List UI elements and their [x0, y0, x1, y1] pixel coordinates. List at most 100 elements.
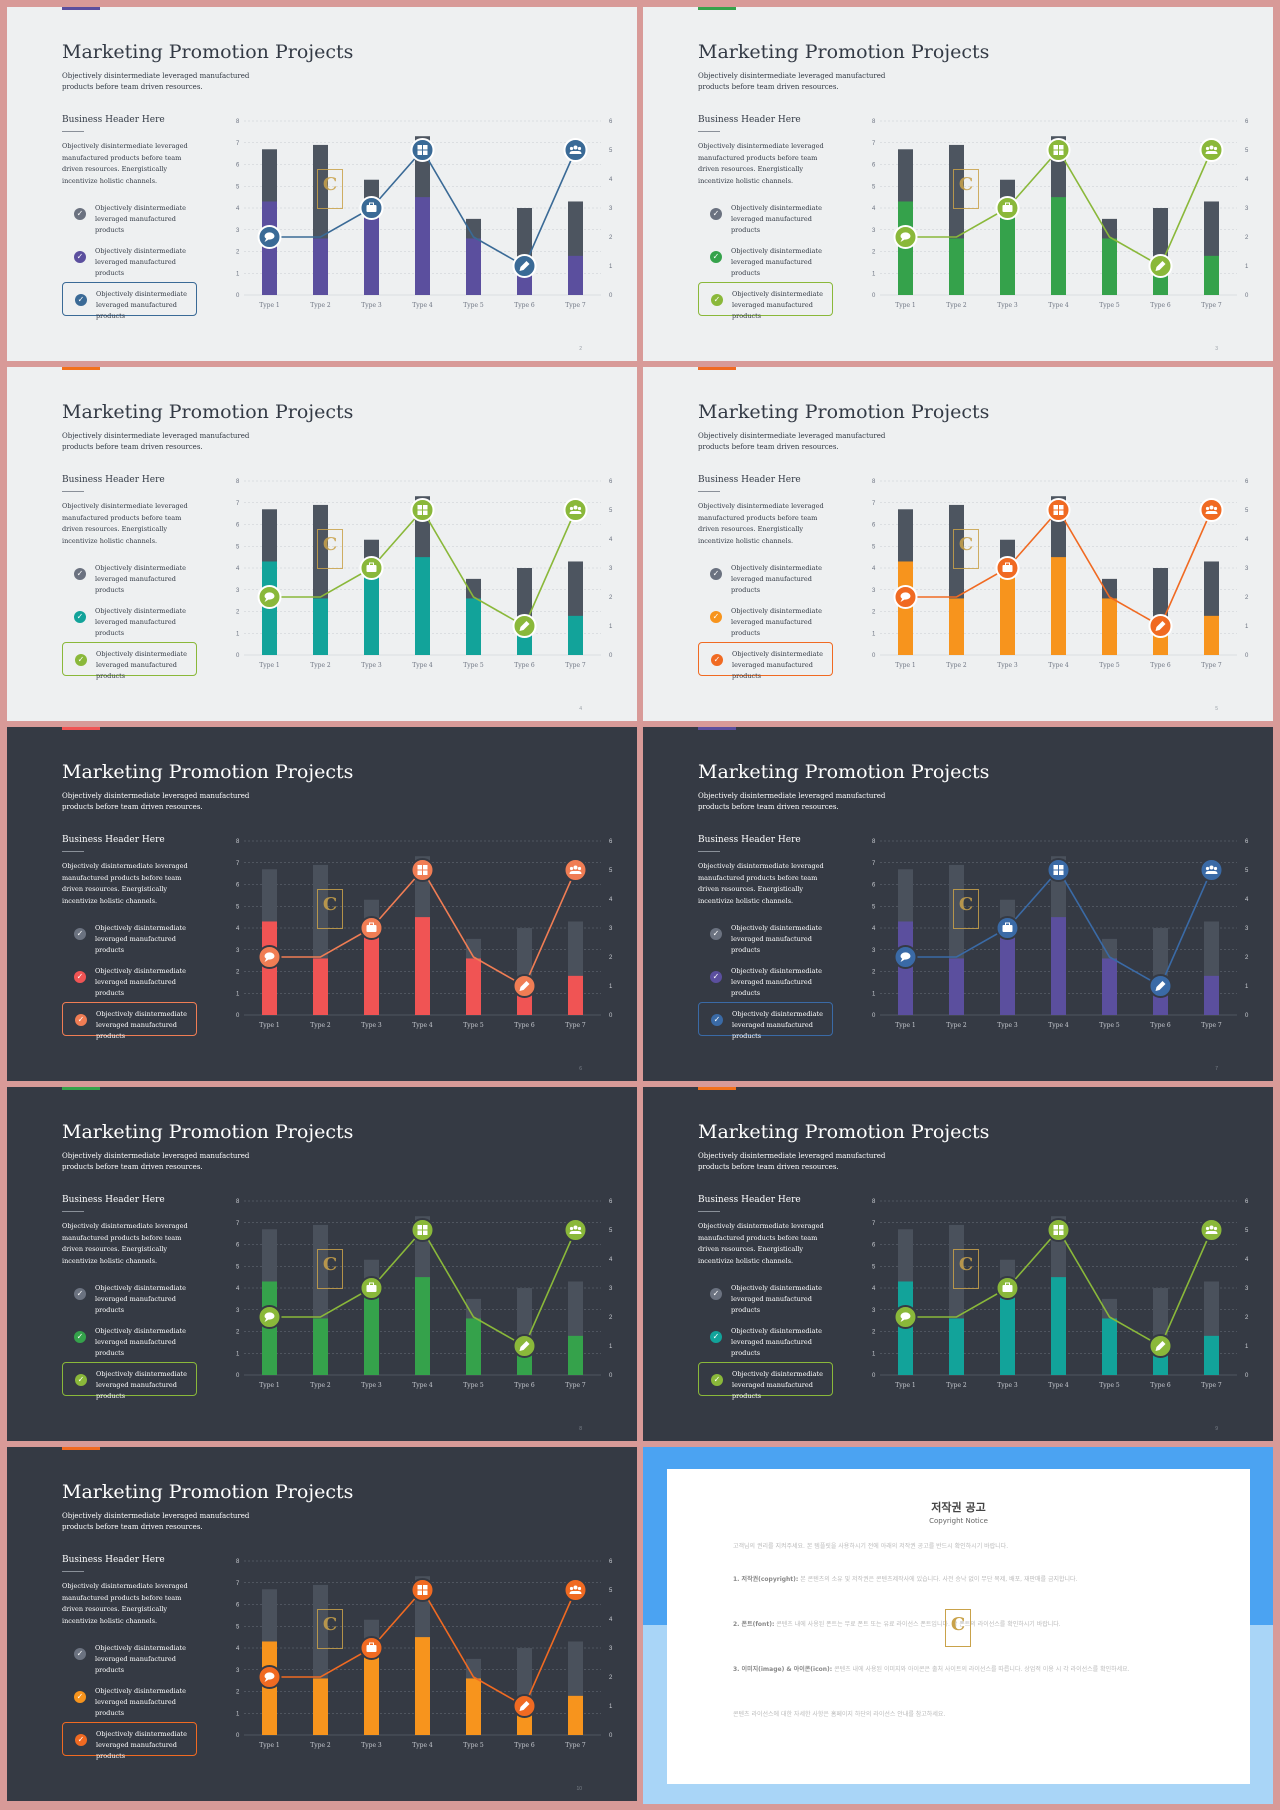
check-item-text: Objectively disintermediate leveraged ma… [95, 204, 187, 234]
check-item-text: Objectively disintermediate leveraged ma… [96, 1730, 188, 1760]
watermark-logo: C [317, 889, 343, 929]
bar-highlight [1051, 917, 1066, 1015]
bar-highlight [568, 1695, 583, 1735]
left-axis-tick: 8 [872, 1199, 876, 1205]
right-axis-tick: 1 [1245, 1344, 1249, 1350]
check-icon: ✓ [75, 1374, 87, 1386]
category-label: Type 6 [514, 1022, 535, 1029]
category-label: Type 1 [895, 662, 916, 669]
check-item-text: Objectively disintermediate leveraged ma… [732, 1370, 824, 1400]
left-axis-tick: 5 [872, 184, 876, 190]
left-axis-tick: 5 [236, 184, 240, 190]
right-axis-tick: 0 [609, 653, 613, 659]
left-axis-tick: 0 [236, 1013, 240, 1019]
category-label: Type 6 [1150, 302, 1171, 309]
check-item-text: Objectively disintermediate leveraged ma… [731, 967, 823, 997]
category-label: Type 4 [412, 1022, 433, 1029]
accent-bar [698, 727, 736, 730]
right-axis-tick: 0 [1245, 293, 1249, 299]
left-axis-tick: 6 [872, 523, 876, 529]
bar-highlight [949, 598, 964, 655]
right-axis-tick: 0 [609, 1013, 613, 1019]
slide-title: Marketing Promotion Projects [62, 1121, 354, 1143]
bar-highlight [364, 1288, 379, 1375]
left-axis-tick: 0 [872, 653, 876, 659]
combo-chart: 0 1 2 3 4 5 6 7 8 0 1 2 3 4 5 6 Type 1 Type 2 Type 3 Type 4… [236, 839, 613, 1029]
right-axis-tick: 3 [1245, 926, 1249, 932]
bar-highlight [1000, 1288, 1015, 1375]
check-item: ✓ Objectively disintermediate leveraged m… [62, 1680, 197, 1717]
category-label: Type 2 [946, 1022, 967, 1029]
chat-icon [893, 945, 918, 969]
slide-subtitle: Objectively disintermediate leveraged ma… [62, 1512, 250, 1531]
slide-subtitle: Objectively disintermediate leveraged ma… [698, 1152, 886, 1171]
copyright-paragraph: 3. 이미지(image) & 아이콘(icon): 콘텐츠 내에 사용된 이미… [733, 1664, 1187, 1676]
left-axis-tick: 4 [236, 926, 240, 932]
right-axis-tick: 1 [1245, 984, 1249, 990]
bar-highlight [364, 208, 379, 295]
bar-highlight [568, 255, 583, 295]
bar-highlight [949, 1318, 964, 1375]
slide: Marketing Promotion Projects Objectively … [7, 727, 637, 1081]
category-label: Type 7 [565, 662, 586, 669]
category-label: Type 4 [1048, 662, 1069, 669]
category-label: Type 3 [997, 662, 1018, 669]
category-label: Type 7 [1201, 1382, 1222, 1389]
bar-highlight [415, 557, 430, 655]
briefcase-icon [359, 556, 384, 580]
left-axis-tick: 6 [872, 1243, 876, 1249]
header-underline [62, 851, 84, 852]
bar-highlight [364, 928, 379, 1015]
category-label: Type 6 [1150, 1022, 1171, 1029]
check-item: ✓ Objectively disintermediate leveraged m… [62, 917, 197, 954]
right-axis-tick: 5 [1245, 508, 1249, 514]
right-axis-tick: 5 [609, 1228, 613, 1234]
left-axis-tick: 3 [872, 588, 876, 594]
briefcase-icon [359, 196, 384, 220]
check-item-text: Objectively disintermediate leveraged ma… [96, 650, 188, 680]
left-axis-tick: 6 [236, 163, 240, 169]
left-axis-tick: 8 [236, 479, 240, 485]
category-label: Type 3 [997, 1382, 1018, 1389]
business-header: Business Header Here [62, 1555, 165, 1565]
briefcase-icon [995, 1276, 1020, 1300]
check-item-text: Objectively disintermediate leveraged ma… [731, 564, 823, 594]
business-header: Business Header Here [62, 835, 165, 845]
watermark-logo: C [317, 1249, 343, 1289]
left-axis-tick: 6 [236, 523, 240, 529]
left-axis-tick: 6 [236, 1243, 240, 1249]
bar-highlight [949, 238, 964, 295]
slide-title: Marketing Promotion Projects [698, 761, 990, 783]
check-icon: ✓ [711, 294, 723, 306]
category-label: Type 1 [895, 302, 916, 309]
page-number: 10 [576, 1786, 582, 1792]
category-label: Type 1 [895, 1022, 916, 1029]
right-axis-tick: 4 [1245, 1257, 1249, 1263]
check-item: ✓ Objectively disintermediate leveraged m… [698, 600, 833, 637]
page-number: 4 [579, 706, 582, 712]
chat-icon [257, 945, 282, 969]
left-axis-tick: 5 [236, 1624, 240, 1630]
right-axis-tick: 0 [1245, 1013, 1249, 1019]
copyright-paragraph: 고객님의 권리를 지켜주세요. 본 템플릿을 사용하시기 전에 아래의 저작권 … [733, 1541, 1187, 1553]
header-underline [62, 491, 84, 492]
left-axis-tick: 2 [236, 610, 240, 616]
header-underline [698, 131, 720, 132]
check-item: ✓ Objectively disintermediate leveraged m… [698, 282, 833, 320]
slide: Marketing Promotion Projects Objectively … [7, 1087, 637, 1441]
check-item-text: Objectively disintermediate leveraged ma… [96, 1370, 188, 1400]
left-axis-tick: 4 [872, 1286, 876, 1292]
category-label: Type 5 [1099, 302, 1120, 309]
grid-icon [410, 858, 435, 882]
check-item-text: Objectively disintermediate leveraged ma… [731, 1284, 823, 1314]
right-axis-tick: 4 [609, 177, 613, 183]
bar-highlight [466, 598, 481, 655]
right-axis-tick: 3 [609, 206, 613, 212]
category-label: Type 4 [412, 302, 433, 309]
category-label: Type 5 [463, 302, 484, 309]
left-axis-tick: 2 [872, 970, 876, 976]
chat-icon [893, 585, 918, 609]
bar-highlight [313, 1678, 328, 1735]
right-axis-tick: 4 [609, 1617, 613, 1623]
check-icon: ✓ [711, 1014, 723, 1026]
